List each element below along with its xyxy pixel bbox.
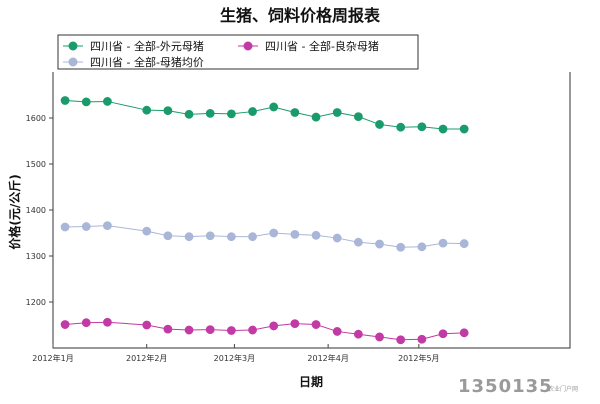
series-1-point [81,97,91,107]
series-2-point [353,329,363,339]
axes [52,72,571,349]
chart-title: 生猪、饲料价格周报表 [220,6,381,25]
series-2-point [103,317,112,327]
series-3-point [332,233,342,243]
y-axis-ticks: 1200 1300 1400 1500 1600 [26,114,53,307]
series-3-point [269,228,279,238]
series-1 [60,96,469,134]
series-2-point [60,320,70,329]
series-2-point [396,335,406,345]
series-3-point [103,221,112,231]
legend-label: 四川省 - 全部-母猪均价 [90,55,204,69]
series-3-point [290,229,300,239]
legend-marker [243,41,253,51]
series-2-point [205,325,215,335]
series-2-point [248,325,257,335]
series-2-point [226,326,236,335]
y-tick-label: 1600 [26,114,46,123]
series-2-point [269,321,279,331]
series-1-point [353,112,363,122]
series-1-point [332,108,342,117]
series-2-point [375,332,384,342]
series-2 [60,317,469,345]
series-2-point [332,327,342,336]
series-3-point [163,231,173,241]
x-tick-label: 2012年2月 [126,353,167,363]
y-tick-label: 1500 [26,160,46,169]
series-layer [60,96,469,345]
legend-label: 四川省 - 全部-良杂母猪 [265,39,379,53]
series-1-point [226,109,236,119]
series-1-point [290,108,300,117]
watermark-sub: 农业门户网 [548,385,578,393]
series-1-point [103,97,112,106]
series-1-point [459,124,469,134]
watermark: 1350135 农业门户网 [458,376,578,397]
series-1-point [248,107,257,116]
series-3-point [438,238,448,248]
x-tick-label: 2012年3月 [214,353,255,363]
series-2-point [459,328,469,338]
series-1-point [417,122,427,132]
series-line-2 [65,321,465,341]
series-1-point [375,120,384,129]
series-3-point [142,226,152,236]
x-axis-title: 日期 [299,374,323,389]
series-3-point [226,232,236,242]
watermark-main: 1350135 [458,376,553,397]
legend-label: 四川省 - 全部-外元母猪 [90,39,204,53]
series-2-point [417,334,427,344]
series-2-point [81,318,91,328]
series-1-point [205,109,215,118]
y-tick-label: 1400 [26,206,46,215]
series-1-point [269,102,279,112]
series-1-point [311,112,321,122]
y-tick-label: 1300 [26,252,46,261]
series-2-point [438,329,448,339]
series-1-point [60,96,70,105]
legend: 四川省 - 全部-外元母猪 四川省 - 全部-良杂母猪 四川省 - 全部-母猪均… [57,34,419,70]
legend-item-0: 四川省 - 全部-外元母猪 [63,39,204,53]
y-axis-title: 价格(元/公斤) [7,174,22,249]
legend-box [57,34,419,70]
plot-frame [52,72,571,349]
series-1-point [142,105,152,115]
x-axis-ticks: 2012年1月 2012年2月 2012年3月 2012年4月 2012年5月 [32,344,440,363]
series-3-point [184,232,194,242]
series-1-point [396,122,406,132]
series-1-point [163,106,173,116]
series-2-point [142,320,152,330]
series-2-point [163,324,173,334]
series-3-point [248,232,257,242]
series-3-point [311,230,321,240]
x-tick-label: 2012年1月 [32,353,73,363]
series-1-point [184,109,194,119]
series-3 [60,221,469,252]
series-3-point [205,231,215,241]
y-tick-label: 1200 [26,298,46,307]
legend-item-1: 四川省 - 全部-良杂母猪 [238,39,379,53]
legend-marker [68,57,78,67]
legend-marker [68,41,78,51]
series-3-point [396,242,406,252]
series-2-point [290,319,300,329]
series-3-point [459,239,469,248]
x-tick-label: 2012年5月 [398,353,439,363]
series-3-point [375,239,384,249]
x-tick-label: 2012年4月 [307,353,348,363]
series-3-point [60,222,70,232]
series-1-point [438,124,448,134]
series-3-point [417,242,427,252]
legend-item-2: 四川省 - 全部-母猪均价 [63,55,204,69]
series-2-point [311,320,321,329]
series-3-point [353,237,363,247]
series-line-3 [65,225,465,248]
series-2-point [184,325,194,335]
series-3-point [81,222,91,231]
